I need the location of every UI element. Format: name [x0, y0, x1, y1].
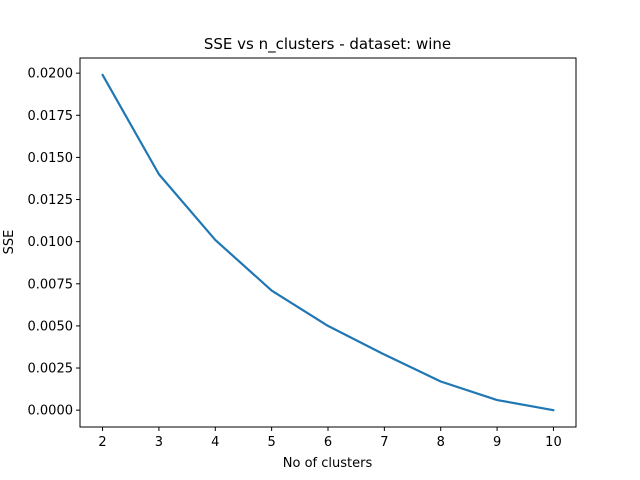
series-line	[101, 73, 555, 412]
x-axis-label: No of clusters	[283, 456, 373, 471]
x-tick-label: 5	[267, 435, 275, 450]
x-axis: 2 3 4 5 6 7 8 9 10	[98, 427, 562, 450]
y-tick-label: 0.0075	[28, 277, 74, 292]
y-axis-label: SSE	[2, 230, 17, 255]
y-tick-label: 0.0200	[28, 67, 74, 82]
plot-area	[79, 57, 577, 428]
x-tick-label: 2	[98, 435, 106, 450]
x-tick-label: 4	[211, 435, 219, 450]
x-tick-label: 3	[155, 435, 163, 450]
x-tick-label: 10	[545, 435, 562, 450]
y-axis: 0.0000 0.0025 0.0050 0.0075 0.0100 0.0125 0.01…	[28, 67, 80, 419]
y-tick-label: 0.0175	[28, 109, 74, 124]
y-tick-label: 0.0050	[28, 319, 74, 334]
y-tick-label: 0.0125	[28, 193, 74, 208]
y-tick-label: 0.0100	[28, 235, 74, 250]
x-tick-label: 6	[324, 435, 332, 450]
x-tick-label: 7	[380, 435, 388, 450]
x-tick-label: 8	[437, 435, 445, 450]
plot-frame	[79, 57, 577, 428]
y-tick-label: 0.0025	[28, 362, 74, 377]
chart-title: SSE vs n_clusters - dataset: wine	[204, 35, 451, 54]
y-tick-label: 0.0150	[28, 151, 74, 166]
x-tick-label: 9	[493, 435, 501, 450]
y-tick-label: 0.0000	[28, 404, 74, 419]
